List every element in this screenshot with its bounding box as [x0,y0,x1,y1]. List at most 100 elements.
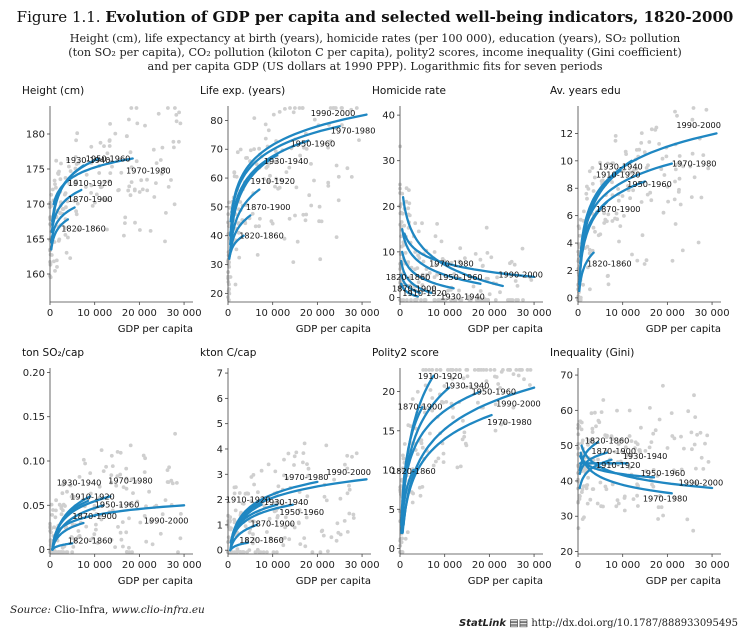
scatter-point [403,536,408,541]
scatter-point [590,426,595,431]
y-tick-label: 40 [382,111,395,122]
scatter-point [237,255,242,260]
scatter-point [588,287,592,292]
scatter-point [303,218,308,223]
scatter-point [318,257,323,262]
scatter-point [657,417,662,422]
scatter-point [588,439,593,444]
scatter-point [617,239,621,244]
scatter-point [696,240,701,245]
scatter-point [602,211,606,216]
scatter-point [578,217,583,222]
scatter-point [416,229,421,234]
scatter-point [232,491,237,496]
scatter-point [699,455,704,460]
subtitle-line: and per capita GDP (US dollars at 1990 P… [147,60,603,73]
scatter-point [163,498,168,502]
scatter-point [267,161,272,166]
fit-line [53,504,186,538]
series-label: 1870-1900 [250,519,295,529]
scatter-point [458,298,462,302]
scatter-point [418,493,423,498]
x-tick-label: 0 [397,560,403,571]
scatter-point [110,164,114,169]
series-label: 1930-1940 [623,451,668,461]
scatter-point [75,131,80,136]
scatter-point [152,195,157,199]
scatter-point [407,213,412,218]
scatter-point [107,179,112,184]
y-tick-label: 15 [382,426,395,437]
scatter-point [121,544,125,549]
scatter-point [234,174,239,179]
series-label: 1910-1920 [250,176,295,186]
scatter-point [54,185,58,190]
scatter-point [685,517,690,522]
series-label: 1990-2000 [311,108,356,118]
scatter-point [283,525,287,530]
scatter-point [119,170,124,175]
scatter-point [349,175,354,179]
scatter-point [126,117,131,122]
scatter-point [478,289,483,293]
y-tick-label: 0.05 [23,501,45,512]
y-tick-label: 3 [217,470,223,481]
scatter-point [528,368,533,372]
scatter-point [614,211,619,216]
scatter-point [257,550,261,554]
scatter-point [661,383,665,388]
fit-line [402,386,536,527]
scatter-point [177,139,181,144]
scatter-point [255,253,260,257]
scatter-point [605,161,610,166]
scatter-point [578,298,583,302]
x-tick-label: 20 000 [122,308,157,319]
scatter-point [123,221,127,226]
scatter-point [428,431,432,436]
series-label: 1950-1960 [438,272,483,282]
scatter-point [307,193,312,198]
scatter-point [502,421,506,425]
chart-panel: Life exp. (years) 20 30 40 50 60 70 80 0 10 000 20… [200,85,380,335]
series-label: 1930-1940 [264,156,309,166]
scatter-point [614,504,619,509]
scatter-point [603,433,608,437]
scatter-point [151,147,156,152]
scatter-point [413,267,417,272]
scatter-point [285,476,290,481]
scatter-point [425,272,429,277]
scatter-point [336,198,341,203]
series-label: 1820-1860 [391,466,436,476]
scatter-point [276,186,280,191]
scatter-point [84,172,89,177]
series-label: 1870-1900 [68,194,113,204]
scatter-point [76,227,80,232]
y-tick-label: 0 [217,546,223,557]
statlink-label: StatLink [458,618,507,629]
scatter-point [354,106,359,110]
scatter-point [116,525,120,529]
scatter-point [273,469,278,474]
scatter-point [319,219,324,224]
scatter-point [303,544,308,549]
x-tick-label: 10 000 [605,560,640,571]
scatter-point [434,368,439,372]
scatter-point [166,480,171,484]
scatter-point [166,185,171,189]
scatter-point [102,144,106,149]
scatter-point [76,529,81,533]
scatter-point [263,136,268,141]
scatter-point [522,377,526,382]
scatter-point [484,379,489,384]
scatter-point [415,389,420,394]
scatter-point [232,485,237,490]
scatter-point [514,368,519,372]
scatter-point [68,483,73,488]
panel-title: Life exp. (years) [200,85,285,97]
scatter-point [484,276,489,281]
scatter-point [305,462,309,466]
scatter-point [416,280,421,284]
series-label: 1910-1920 [596,460,641,470]
statlink-url[interactable]: http://dx.doi.org/10.1787/888933095495 [531,618,738,629]
scatter-point [158,158,163,162]
